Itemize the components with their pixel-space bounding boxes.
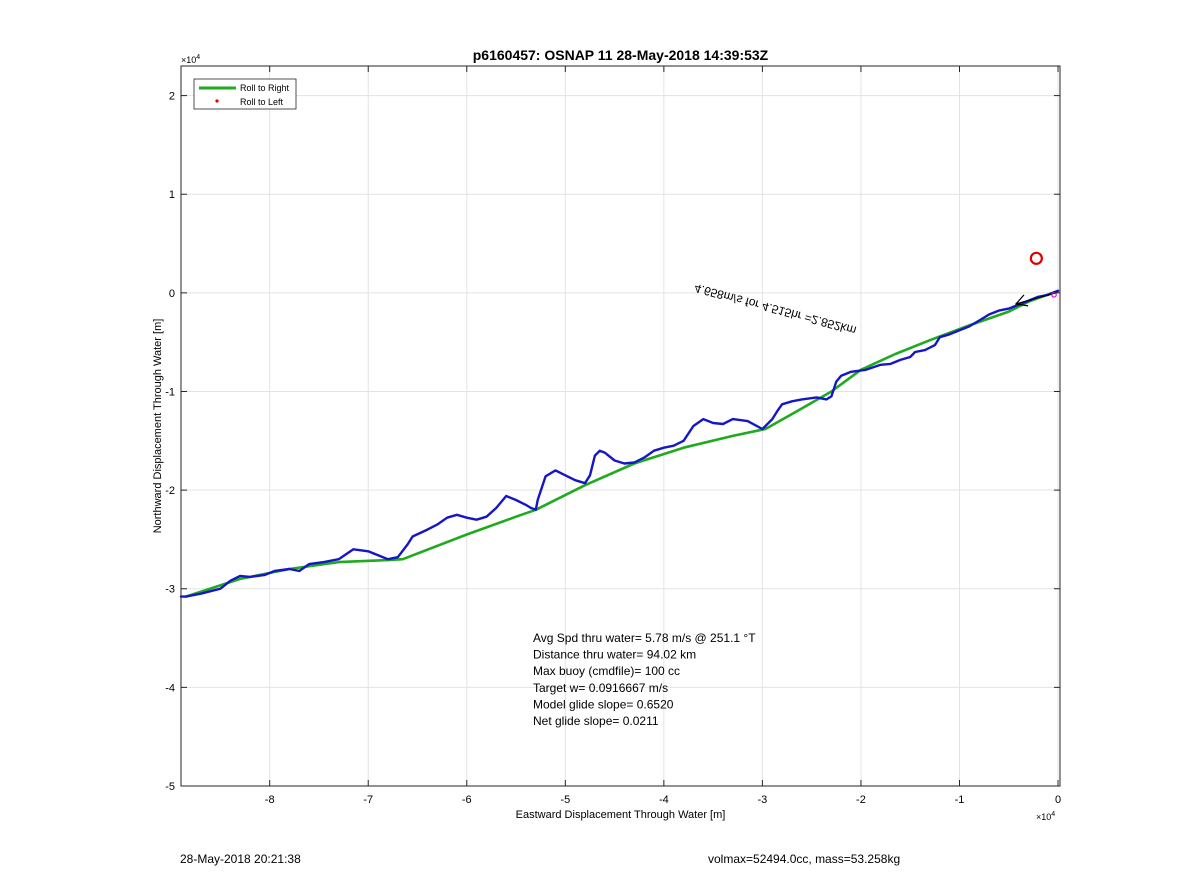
y-tick-label: 1 — [169, 189, 175, 201]
y-multiplier-base: ×10 — [181, 55, 196, 65]
legend-label-roll-right: Roll to Right — [240, 83, 290, 93]
x-tick-label: -2 — [856, 794, 866, 806]
y-tick-label: -4 — [165, 682, 175, 694]
y-multiplier-exp: 4 — [196, 54, 200, 61]
legend-box — [193, 78, 297, 110]
annotation-avg-speed: Avg Spd thru water= 5.78 m/s @ 251.1 °T — [533, 631, 756, 645]
legend-label-roll-left: Roll to Left — [240, 97, 284, 107]
y-tick-label: 0 — [169, 288, 175, 300]
legend: Roll to Right Roll to Left — [193, 78, 297, 110]
heading-arrow-head — [1014, 294, 1029, 307]
x-tick-label: -8 — [265, 794, 275, 806]
y-tick-label: -3 — [165, 584, 175, 596]
y-tick-label: -1 — [165, 386, 175, 398]
x-axis-multiplier: ×104 — [1036, 811, 1055, 822]
y-tick-label: -5 — [165, 781, 175, 793]
surface-marker — [1029, 251, 1043, 265]
series-glider-track — [179, 289, 1060, 598]
x-multiplier-base: ×10 — [1036, 812, 1051, 822]
annotation-max-buoy: Max buoy (cmdfile)= 100 cc — [533, 664, 680, 678]
annotation-distance: Distance thru water= 94.02 km — [533, 648, 696, 662]
plot-border — [180, 65, 1061, 787]
tick-layer: -8 -7 -6 -5 -4 -3 -2 -1 0 -5 -4 -3 -2 -1 0 1 2 — [165, 66, 1061, 806]
footer-timestamp: 28-May-2018 20:21:38 — [180, 852, 301, 866]
x-axis-label: Eastward Displacement Through Water [m] — [516, 809, 726, 821]
x-tick-label: -7 — [363, 794, 373, 806]
marker-layer — [1029, 251, 1043, 265]
x-tick-label: -5 — [560, 794, 570, 806]
y-axis-multiplier: ×104 — [181, 54, 200, 65]
x-tick-label: -6 — [462, 794, 472, 806]
series-layer — [179, 289, 1060, 598]
x-tick-label: -1 — [955, 794, 965, 806]
annotation-target-w: Target w= 0.0916667 m/s — [533, 681, 668, 695]
x-multiplier-exp: 4 — [1051, 811, 1055, 818]
y-tick-label: -2 — [165, 485, 175, 497]
y-axis-label: Northward Displacement Through Water [m] — [152, 319, 164, 534]
annotation-block: Avg Spd thru water= 5.78 m/s @ 251.1 °T … — [533, 631, 756, 728]
heading-arrow-shaft — [1015, 292, 1057, 305]
footer-glider-info: volmax=52494.0cc, mass=53.258kg — [708, 852, 901, 866]
x-tick-label: -3 — [758, 794, 768, 806]
x-tick-label: 0 — [1055, 794, 1061, 806]
legend-swatch-roll-left — [215, 99, 219, 103]
annotation-net-glide: Net glide slope= 0.0211 — [533, 714, 659, 728]
x-tick-label: -4 — [659, 794, 669, 806]
chart-title: p6160457: OSNAP 11 28-May-2018 14:39:53Z — [473, 47, 769, 63]
plot-area — [181, 66, 1060, 786]
y-tick-label: 2 — [169, 91, 175, 103]
annotation-model-glide: Model glide slope= 0.6520 — [533, 697, 674, 711]
